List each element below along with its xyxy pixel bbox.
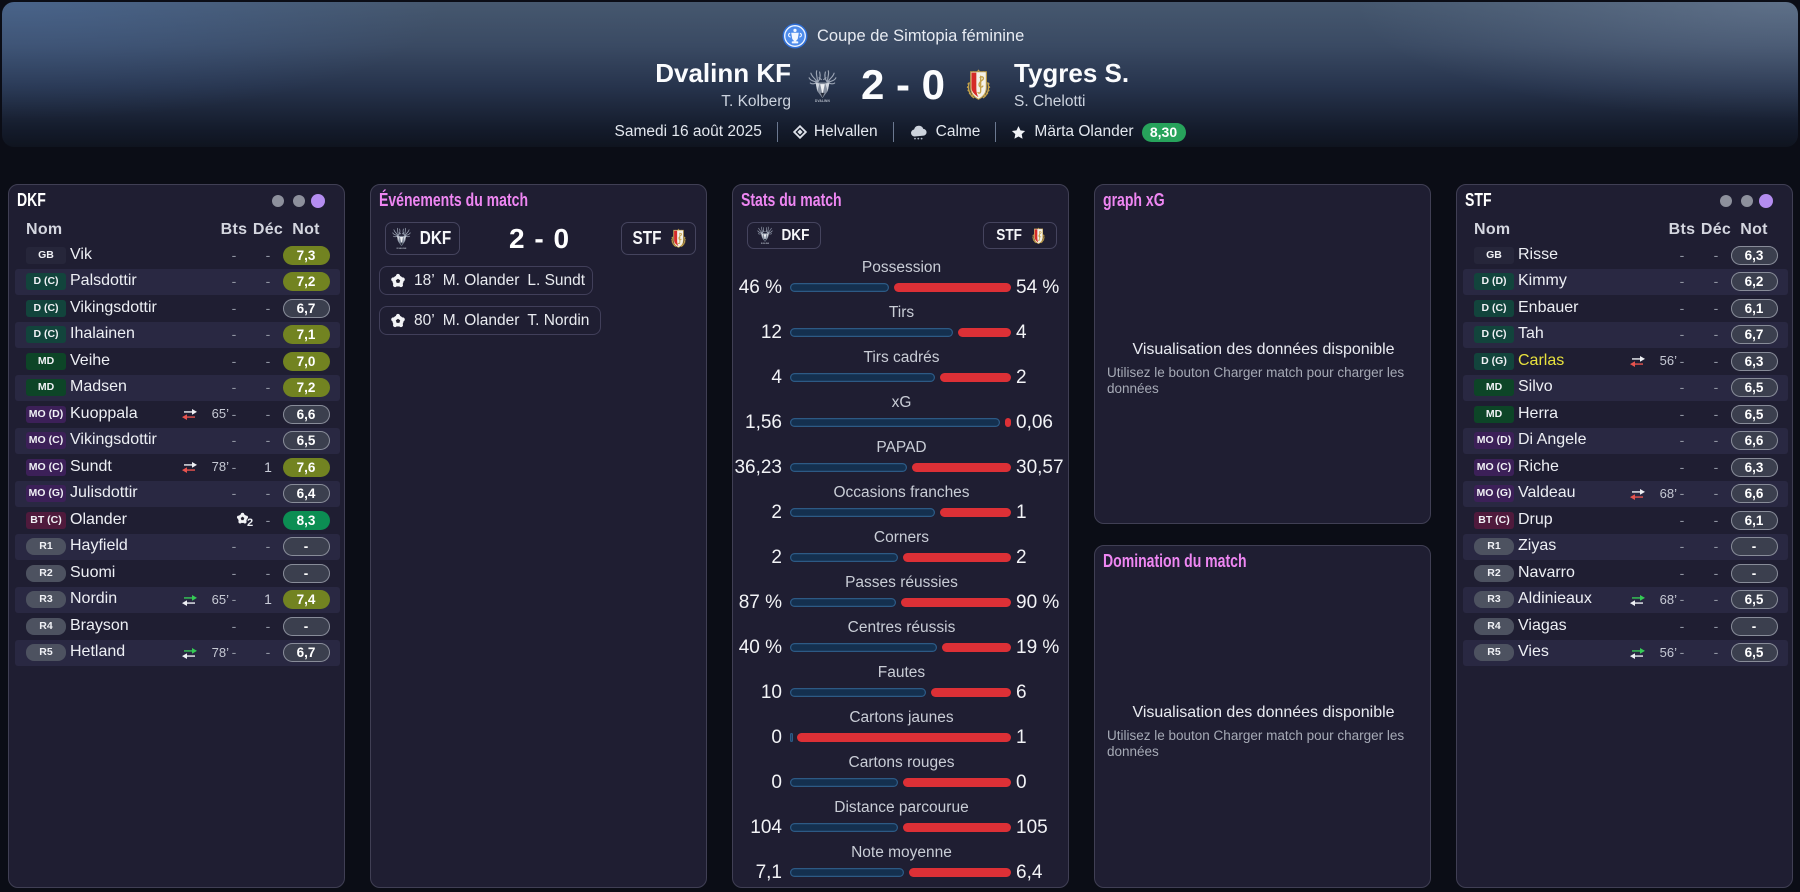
svg-text:DVALINN: DVALINN bbox=[760, 242, 769, 245]
svg-text:DVALINN: DVALINN bbox=[396, 247, 406, 250]
svg-text:DVALINN: DVALINN bbox=[815, 99, 830, 103]
